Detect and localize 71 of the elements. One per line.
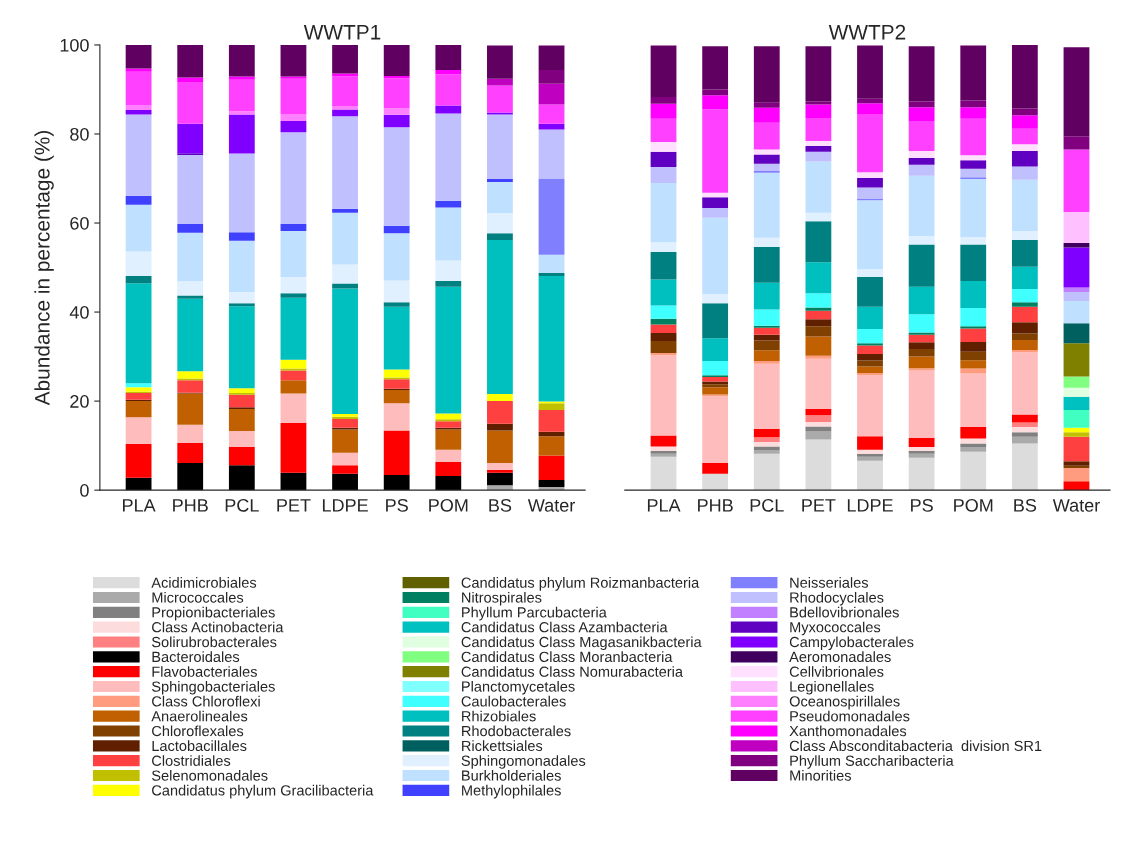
y-tick-label: 60 — [70, 216, 89, 230]
legend-label: Myxococcales — [790, 621, 881, 636]
legend-label: Candidatus phylum Roizmanbacteria — [461, 577, 700, 591]
x-tick-label: PET — [802, 499, 836, 512]
legend-label: Class Actinobacteria — [152, 621, 284, 633]
legend-label: Propionibacteriales — [152, 606, 275, 621]
y-tick-label: 100 — [60, 38, 89, 52]
chart-title: WWTP2 — [828, 24, 906, 40]
legend-label: Bacteroidales — [152, 651, 240, 663]
x-tick-label: PS — [911, 498, 933, 512]
legend-label: Campylobacterales — [789, 636, 914, 651]
legend-label: Xanthomonadales — [789, 725, 907, 737]
legend-label: Rickettsiales — [462, 740, 543, 752]
legend-label: Legionellales — [790, 680, 874, 695]
legend-label: Phyllum Saccharibacteria — [790, 755, 954, 769]
x-tick-label: Water — [1052, 499, 1100, 512]
legend-label: Anaerolineales — [151, 710, 248, 722]
legend-label: Selenomonadales — [151, 770, 268, 781]
legend-label: Cellvibrionales — [789, 666, 884, 677]
x-tick-label: Water — [527, 499, 575, 512]
x-tick-label: PHB — [173, 499, 208, 512]
legend-label: Class Absconditabacteria division SR1 — [789, 740, 1042, 752]
legend-label: Rhodocyclales — [790, 591, 884, 606]
legend-label: Candidatus phylum Gracilibacteria — [152, 784, 374, 799]
x-tick-label: PET — [277, 499, 311, 512]
legend-label: Bdellovibrionales — [790, 606, 899, 618]
y-axis-title: Abundance in percentage (%) — [34, 131, 54, 406]
legend-label: Phyllum Parcubacteria — [462, 606, 607, 621]
legend-label: Class Chloroflexi — [152, 695, 260, 707]
legend-label: Candidatus Class Moranbacteria — [461, 651, 673, 663]
legend-label: Methylophilales — [462, 784, 561, 799]
legend-label: Caulobacterales — [461, 695, 566, 707]
x-tick-label: PS — [386, 498, 408, 512]
legend-label: Clostridiales — [152, 755, 231, 766]
legend-label: Minorities — [790, 770, 851, 781]
x-tick-label: BS — [489, 498, 512, 512]
legend-label: Flavobacteriales — [152, 666, 257, 677]
y-tick-label: 20 — [70, 395, 89, 408]
legend-label: Rhodobacterales — [462, 725, 571, 737]
legend-label: Micrococcales — [152, 591, 244, 603]
legend-label: Sphingobacteriales — [151, 680, 275, 695]
y-tick-label: 40 — [69, 306, 89, 319]
legend-label: Aeromonadales — [789, 651, 891, 663]
x-tick-label: PCL — [750, 498, 784, 512]
legend-label: Sphingomonadales — [461, 755, 586, 769]
x-tick-label: PLA — [123, 499, 156, 512]
x-tick-label: LDPE — [847, 499, 893, 512]
x-tick-label: POM — [954, 498, 993, 512]
legend-label: Solirubrobacterales — [151, 636, 277, 648]
chart-title: WWTP1 — [303, 25, 381, 40]
legend-label: Acidimicrobiales — [151, 577, 257, 588]
x-tick-label: LDPE — [322, 499, 368, 512]
legend-label: Neisseriales — [790, 577, 869, 588]
y-tick-label: 80 — [70, 127, 89, 141]
legend-label: Candidatus Class Magasanikbacteria — [461, 636, 702, 651]
legend-label: Chloroflexales — [152, 725, 244, 737]
legend-label: Candidatus Class Nomurabacteria — [461, 666, 683, 677]
legend-label: Candidatus Class Azambacteria — [461, 621, 668, 633]
legend-label: Pseudomonadales — [790, 710, 910, 722]
legend-label: Oceanospirillales — [789, 695, 900, 710]
legend-label: Burkholderiales — [462, 770, 561, 781]
y-tick-label: 0 — [80, 484, 89, 497]
x-tick-label: PLA — [647, 499, 681, 512]
x-tick-label: PHB — [698, 499, 733, 512]
legend-label: Nitrospirales — [462, 591, 542, 606]
legend-label: Rhizobiales — [462, 710, 536, 722]
legend-label: Lactobacillales — [152, 740, 247, 752]
x-tick-label: BS — [1014, 498, 1037, 512]
legend-label: Planctomycetales — [462, 680, 575, 695]
x-tick-label: PCL — [225, 498, 259, 512]
x-tick-label: POM — [429, 498, 468, 512]
